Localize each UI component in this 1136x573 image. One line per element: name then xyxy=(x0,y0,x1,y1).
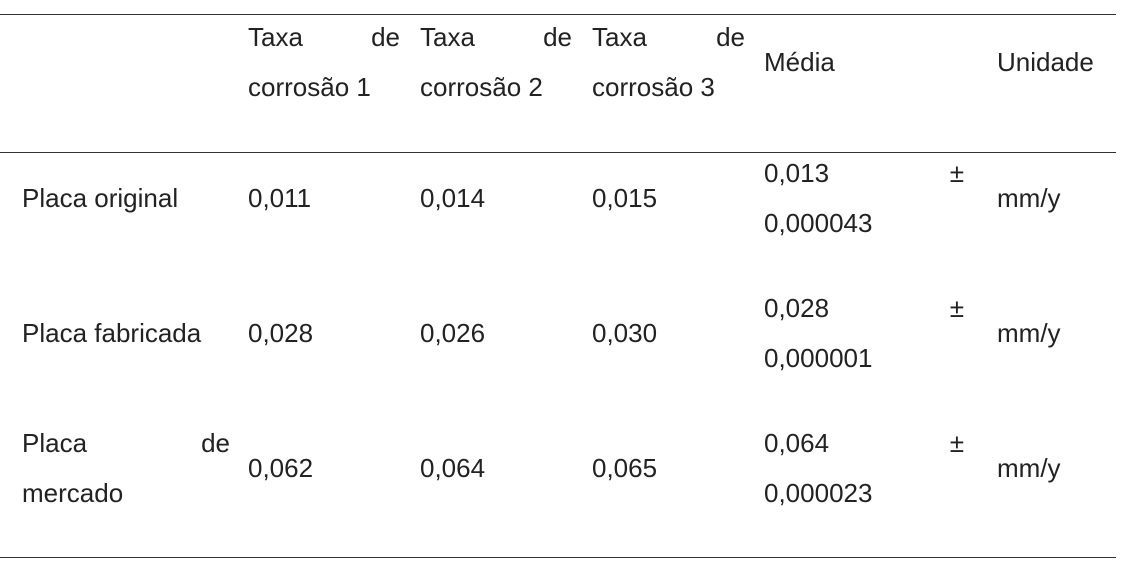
bottom-rule xyxy=(0,557,1116,558)
row-label-cell: Placa original xyxy=(22,148,230,248)
table-value: 0,062 xyxy=(248,453,314,483)
header-label-cell: Taxa de corrosão 3 xyxy=(592,12,745,112)
table-value-cell: 0,062 xyxy=(248,418,400,518)
row-label: Placa original xyxy=(22,183,179,213)
table-value: 0,065 xyxy=(592,453,658,483)
table-value: 0,064 xyxy=(420,453,486,483)
table-value: mm/y xyxy=(997,453,1061,483)
table-value: 0,028 xyxy=(248,318,314,348)
header-label: Taxa de corrosão 2 xyxy=(420,22,572,102)
table-value-cell: mm/y xyxy=(997,283,1127,383)
table-value-cell: 0,065 xyxy=(592,418,745,518)
header-label: Taxa de corrosão 3 xyxy=(592,22,745,102)
header-label-cell: Unidade xyxy=(997,12,1127,112)
header-label: Unidade xyxy=(997,47,1094,77)
header-rule xyxy=(0,152,1116,153)
header-label: Média xyxy=(764,47,835,77)
row-label: Placa de mercado xyxy=(22,428,230,508)
row-label: Placa fabricada xyxy=(22,318,202,348)
table-value-cell: 0,030 xyxy=(592,283,745,383)
table-value-cell: 0,013 ± 0,000043 xyxy=(764,148,964,248)
table-value: 0,028 ± 0,000001 xyxy=(764,293,964,373)
table-value: mm/y xyxy=(997,183,1061,213)
table-value: 0,026 xyxy=(420,318,486,348)
row-label-cell: Placa fabricada xyxy=(22,283,230,383)
header-label-cell: Média xyxy=(764,12,964,112)
table-value: 0,013 ± 0,000043 xyxy=(764,158,964,238)
table-value-cell: 0,028 ± 0,000001 xyxy=(764,283,964,383)
table-value: 0,030 xyxy=(592,318,658,348)
table-value: 0,014 xyxy=(420,183,486,213)
header-label: Taxa de corrosão 1 xyxy=(248,22,400,102)
table-value-cell: 0,014 xyxy=(420,148,572,248)
table-value: 0,064 ± 0,000023 xyxy=(764,428,964,508)
header-label-cell: Taxa de corrosão 2 xyxy=(420,12,572,112)
row-label-cell: Placa de mercado xyxy=(22,418,230,518)
table-value-cell: 0,064 ± 0,000023 xyxy=(764,418,964,518)
table-value: 0,011 xyxy=(248,183,312,213)
table-value-cell: 0,026 xyxy=(420,283,572,383)
table-value-cell: mm/y xyxy=(997,418,1127,518)
table-value-cell: 0,064 xyxy=(420,418,572,518)
table-value-cell: mm/y xyxy=(997,148,1127,248)
table-value: 0,015 xyxy=(592,183,658,213)
table-value-cell: 0,028 xyxy=(248,283,400,383)
top-rule xyxy=(0,14,1116,15)
table-value-cell: 0,011 xyxy=(248,148,400,248)
table-value: mm/y xyxy=(997,318,1061,348)
header-label-cell: Taxa de corrosão 1 xyxy=(248,12,400,112)
table-value-cell: 0,015 xyxy=(592,148,745,248)
